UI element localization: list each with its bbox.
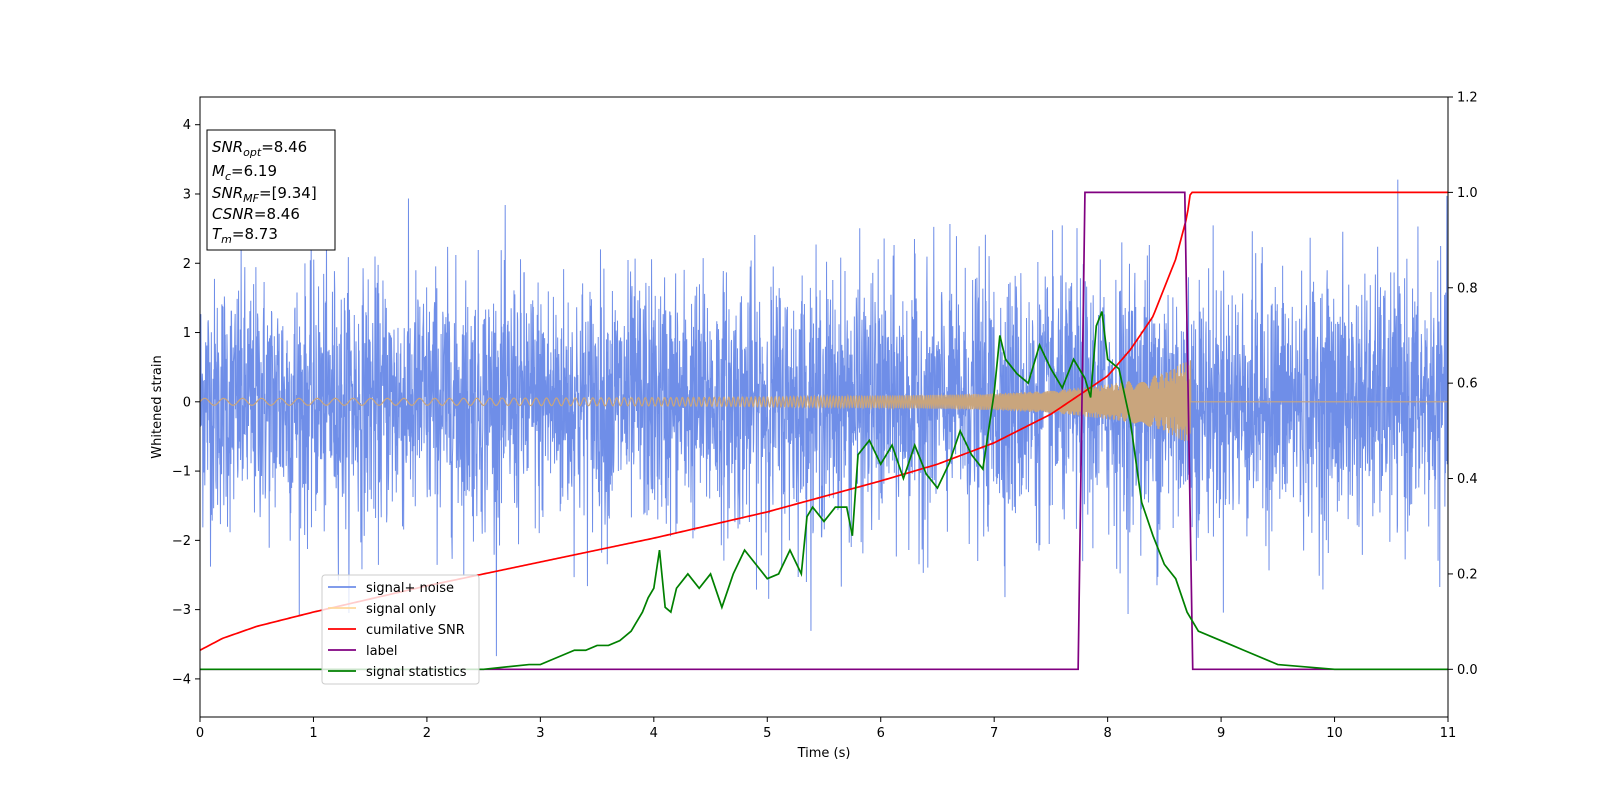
info-box-line: Tm=8.73	[212, 225, 278, 246]
y-right-tick-label: 1.2	[1457, 91, 1478, 106]
x-tick-label: 1	[309, 726, 317, 741]
y-left-tick-label: −2	[172, 534, 191, 549]
series-signal-only-line	[200, 360, 1448, 442]
info-subscript: MF	[243, 192, 259, 205]
info-subscript: c	[225, 170, 231, 183]
y-left-tick-label: 0	[183, 395, 191, 410]
y-left-tick-label: −1	[172, 465, 191, 480]
series-signal-noise-line	[200, 179, 1448, 657]
y-right-tick-label: 1.0	[1457, 186, 1478, 201]
y-right-tick-label: 0.8	[1457, 281, 1478, 296]
x-tick-label: 3	[536, 726, 544, 741]
legend-label: cumilative SNR	[366, 623, 465, 638]
y-left-tick-label: 3	[183, 187, 191, 202]
x-axis-title: Time (s)	[797, 746, 851, 761]
x-tick-label: 2	[423, 726, 431, 741]
info-name: SNR	[212, 138, 243, 156]
info-subscript: opt	[243, 146, 262, 159]
info-value: =[9.34]	[259, 184, 317, 202]
x-axis: 0 1 2 3 4 5 6 7 8 9 10 11	[196, 717, 1456, 741]
series-label-line	[200, 191, 1448, 671]
y-right-tick-label: 0.0	[1457, 663, 1478, 678]
info-name: M	[212, 162, 225, 180]
y-right-tick-label: 0.6	[1457, 377, 1478, 392]
y-left-tick-label: 2	[183, 257, 191, 272]
series-signal-statistics-line	[200, 311, 1448, 671]
legend-label: signal only	[366, 602, 436, 617]
info-box-line: SNRMF=[9.34]	[212, 184, 317, 205]
y-left-tick-label: −3	[172, 603, 191, 618]
x-tick-label: 9	[1217, 726, 1225, 741]
y-left-tick-label: 1	[183, 326, 191, 341]
legend-frame	[321, 574, 480, 685]
y-axis-left: −4 −3 −2 −1 0 1 2 3 4	[172, 118, 200, 687]
info-name: CSNR	[212, 205, 254, 223]
info-name: T	[212, 225, 223, 243]
y-axis-right: 0.0 0.2 0.4 0.6 0.8 1.0 1.2	[1448, 91, 1478, 678]
info-box-line: Mc=6.19	[212, 162, 277, 183]
info-box: SNRopt=8.46Mc=6.19SNRMF=[9.34]CSNR=8.46T…	[206, 129, 336, 251]
y-axis-title: Whitened strain	[150, 355, 165, 458]
legend: signal+ noise signal only cumilative SNR la…	[321, 574, 480, 685]
x-tick-label: 7	[990, 726, 998, 741]
info-value: =6.19	[231, 162, 277, 180]
x-tick-label: 10	[1326, 726, 1343, 741]
info-subscript: m	[221, 233, 232, 246]
info-value: =8.73	[232, 225, 278, 243]
plot-frame	[199, 96, 1449, 718]
info-box-line: SNRopt=8.46	[212, 138, 307, 159]
info-name: SNR	[212, 184, 243, 202]
x-tick-label: 0	[196, 726, 204, 741]
x-tick-label: 6	[877, 726, 885, 741]
x-tick-label: 4	[650, 726, 658, 741]
y-right-tick-label: 0.2	[1457, 567, 1478, 582]
legend-label: label	[366, 644, 397, 659]
info-value: =8.46	[254, 205, 300, 223]
info-box-frame	[206, 129, 336, 251]
y-left-tick-label: −4	[172, 672, 191, 687]
info-box-line: CSNR=8.46	[212, 205, 300, 223]
legend-label: signal statistics	[366, 665, 467, 680]
y-right-tick-label: 0.4	[1457, 472, 1478, 487]
x-tick-label: 8	[1103, 726, 1111, 741]
legend-label: signal+ noise	[366, 581, 454, 596]
y-left-tick-label: 4	[183, 118, 191, 133]
x-tick-label: 5	[763, 726, 771, 741]
x-tick-label: 11	[1440, 726, 1457, 741]
info-value: =8.46	[261, 138, 307, 156]
